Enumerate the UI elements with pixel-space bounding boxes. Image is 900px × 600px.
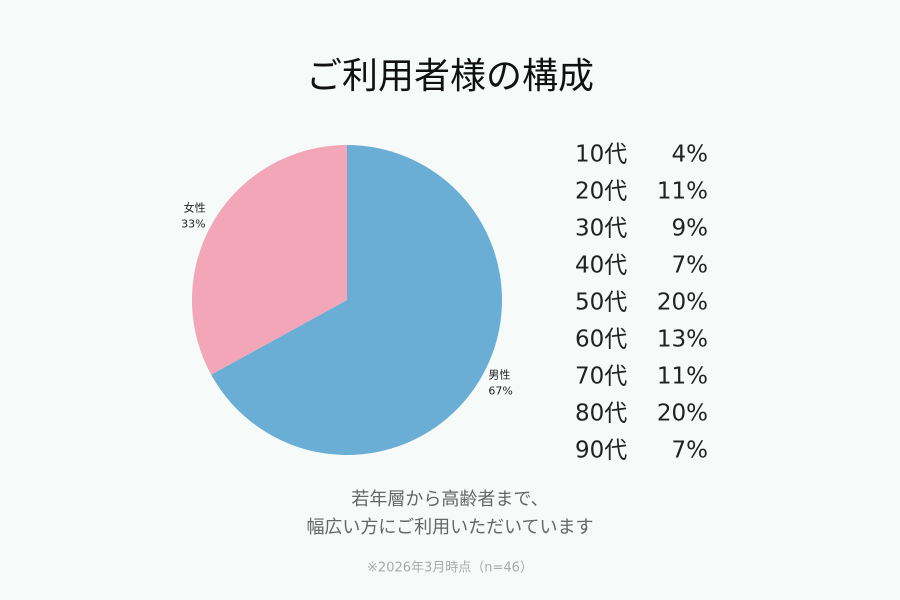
age-share: 7% <box>672 438 709 464</box>
age-share: 11% <box>657 179 708 205</box>
pie-slice <box>211 145 503 456</box>
age-label: 80代 <box>575 401 627 427</box>
age-share: 13% <box>657 327 708 353</box>
caption: 若年層から高齢者まで、 <box>351 489 548 510</box>
slice-value-label: 67% <box>488 385 512 398</box>
age-share: 11% <box>657 364 708 390</box>
footnote: ※2026年3月時点（n=46） <box>367 561 533 576</box>
age-label: 70代 <box>575 364 627 390</box>
age-label: 30代 <box>575 216 627 242</box>
age-label: 60代 <box>575 327 627 353</box>
age-share: 7% <box>672 253 709 279</box>
age-label: 20代 <box>575 179 627 205</box>
slice-label: 女性 <box>184 200 206 214</box>
age-label: 90代 <box>575 438 627 464</box>
slice-label: 男性 <box>488 368 510 382</box>
chart-title: ご利用者様の構成 <box>306 56 594 97</box>
pie-slice <box>192 145 347 375</box>
slice-value-label: 33% <box>181 217 205 230</box>
age-share: 20% <box>657 290 708 316</box>
caption: 幅広い方にご利用いただいています <box>306 517 593 538</box>
age-label: 50代 <box>575 290 627 316</box>
age-label: 10代 <box>575 142 627 168</box>
age-share: 4% <box>672 142 709 168</box>
age-share: 20% <box>657 401 708 427</box>
age-label: 40代 <box>575 253 627 279</box>
age-share: 9% <box>672 216 709 242</box>
